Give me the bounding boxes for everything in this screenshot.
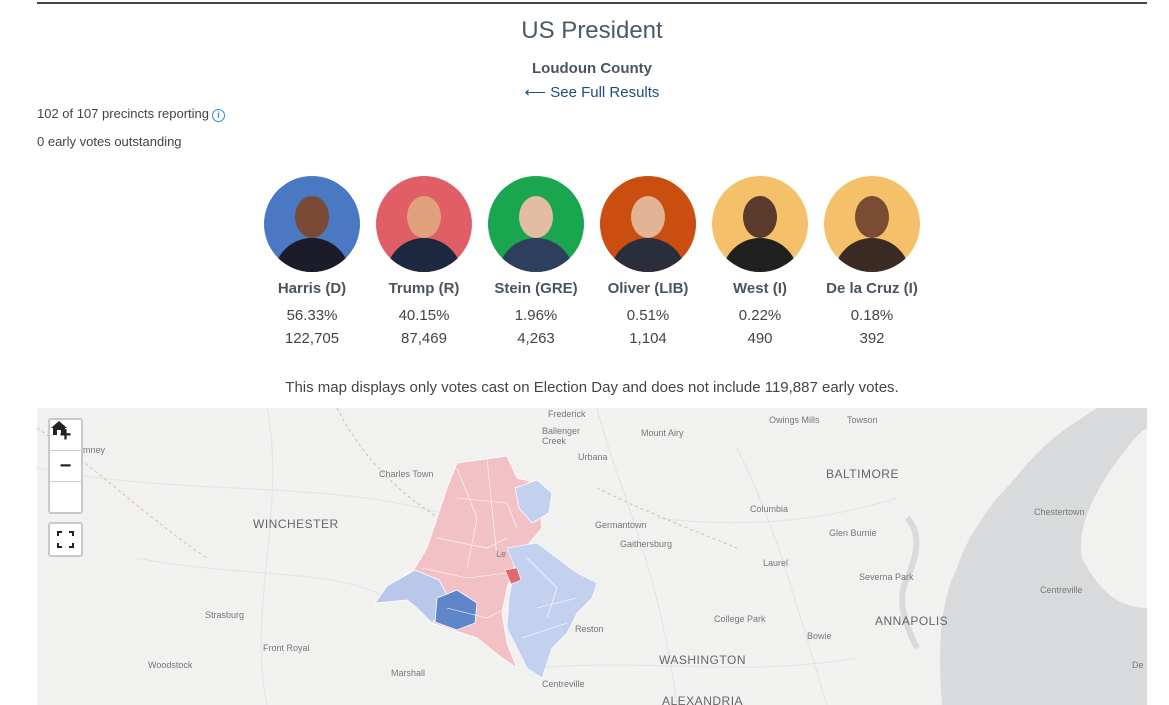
map-label: Towson <box>847 415 878 425</box>
candidate-card-delacruz: De la Cruz (I) 0.18% 392 <box>816 176 928 347</box>
map-label: ALEXANDRIA <box>662 694 744 705</box>
candidate-photo <box>488 176 584 272</box>
map-label: Severna Park <box>859 572 914 582</box>
map-label: Woodstock <box>148 660 193 670</box>
map-label: Chestertown <box>1034 507 1085 517</box>
county-name: Loudoun County <box>532 60 652 77</box>
map-label: Centreville <box>1040 585 1083 595</box>
zoom-in-button[interactable]: + <box>50 420 81 451</box>
candidate-card-west: West (I) 0.22% 490 <box>704 176 816 347</box>
precincts-reporting: 102 of 107 precincts reporting i <box>37 106 225 122</box>
fullscreen-button[interactable] <box>48 522 83 557</box>
map-basemap <box>37 408 1147 705</box>
candidate-photo <box>264 176 360 272</box>
info-icon[interactable]: i <box>212 109 225 122</box>
candidate-percent: 56.33% <box>286 307 338 324</box>
map-label: ANNAPOLIS <box>875 614 949 628</box>
candidate-photo <box>824 176 920 272</box>
candidate-name: Oliver (LIB) <box>607 280 689 297</box>
map-label: De <box>1132 660 1144 670</box>
top-divider <box>37 2 1147 4</box>
candidate-votes: 87,469 <box>401 330 447 347</box>
candidate-votes: 1,104 <box>629 330 667 347</box>
map-label: Front Royal <box>263 643 310 653</box>
map-label: Strasburg <box>205 610 245 620</box>
home-button[interactable] <box>50 421 81 512</box>
candidate-percent: 0.22% <box>738 307 782 324</box>
map-label: Reston <box>575 624 604 634</box>
map-note: This map displays only votes cast on Ele… <box>285 379 899 396</box>
see-full-results-link[interactable]: ⟵ See Full Results <box>524 84 660 101</box>
candidate-name: Stein (GRE) <box>494 280 578 297</box>
candidate-photo <box>712 176 808 272</box>
map-label: Centreville <box>542 679 585 689</box>
map-label: College Park <box>714 614 766 624</box>
candidate-name: Harris (D) <box>277 280 347 297</box>
candidate-votes: 392 <box>859 330 885 347</box>
map-label: Mount Airy <box>641 428 684 438</box>
early-votes-outstanding: 0 early votes outstanding <box>37 134 182 149</box>
candidate-votes: 4,263 <box>517 330 555 347</box>
map-label: Frederick <box>548 409 586 419</box>
candidate-photo <box>376 176 472 272</box>
map-label: Charles Town <box>379 469 434 479</box>
candidate-percent: 0.51% <box>626 307 670 324</box>
map-label: WASHINGTON <box>659 653 747 667</box>
candidate-votes: 122,705 <box>284 330 340 347</box>
candidate-name: De la Cruz (I) <box>826 280 918 297</box>
map-label: Urbana <box>578 452 608 462</box>
candidate-votes: 490 <box>747 330 773 347</box>
candidate-percent: 0.18% <box>850 307 894 324</box>
candidate-photo <box>600 176 696 272</box>
map-label: Marshall <box>391 668 426 678</box>
map-label: Ballenger Creek <box>542 426 581 446</box>
home-icon <box>51 421 67 435</box>
map-label: Owings Mills <box>769 415 820 425</box>
fullscreen-icon <box>57 531 74 548</box>
map-label: Bowie <box>807 631 832 641</box>
map-label: Germantown <box>595 520 647 530</box>
page-title: US President <box>521 17 663 44</box>
map-label: Columbia <box>750 504 789 514</box>
candidate-card-harris: Harris (D) 56.33% 122,705 <box>256 176 368 347</box>
map-label: mney <box>83 445 106 455</box>
candidate-name: West (I) <box>733 280 787 297</box>
zoom-out-button[interactable]: − <box>50 451 81 482</box>
map-label: Glen Burnie <box>829 528 877 538</box>
candidate-card-oliver: Oliver (LIB) 0.51% 1,104 <box>592 176 704 347</box>
map-label: WINCHESTER <box>253 517 339 531</box>
zoom-controls: + − <box>48 418 83 514</box>
map-label: Gaithersburg <box>620 539 673 549</box>
results-map[interactable]: Frederick Ballenger Creek Urbana Mount A… <box>37 408 1147 705</box>
candidate-percent: 1.96% <box>514 307 558 324</box>
precincts-text: 102 of 107 precincts reporting <box>37 106 209 121</box>
map-label: BALTIMORE <box>826 467 899 481</box>
candidate-percent: 40.15% <box>398 307 450 324</box>
candidate-name: Trump (R) <box>388 280 460 297</box>
candidate-card-stein: Stein (GRE) 1.96% 4,263 <box>480 176 592 347</box>
candidate-card-trump: Trump (R) 40.15% 87,469 <box>368 176 480 347</box>
map-label: Le <box>496 549 507 559</box>
map-label: Laurel <box>763 558 789 568</box>
